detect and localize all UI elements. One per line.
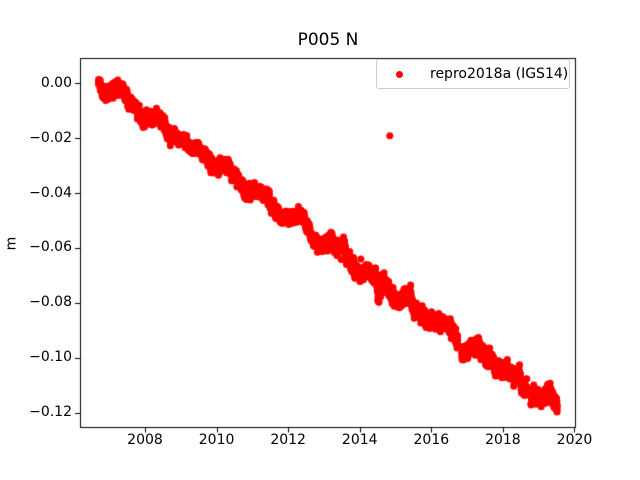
legend: repro2018a (IGS14)	[376, 59, 570, 89]
y-tick-label: −0.04	[29, 184, 72, 201]
legend-marker-icon	[396, 70, 403, 78]
x-tick-label: 2020	[556, 432, 593, 448]
x-tick-label: 2014	[341, 432, 378, 448]
x-tick-label: 2010	[198, 432, 235, 448]
x-tick-label: 2016	[413, 432, 450, 448]
y-tick-label: −0.02	[29, 129, 72, 146]
chart-title: P005 N	[297, 30, 359, 50]
y-tick-label: 0.00	[40, 74, 72, 91]
legend-entry-label: repro2018a (IGS14)	[430, 65, 569, 82]
y-tick-label: −0.10	[29, 349, 72, 366]
x-tick-label: 2018	[485, 432, 521, 448]
y-tick-label: −0.08	[29, 294, 72, 311]
x-tick-label: 2008	[127, 432, 163, 448]
x-tick-label: 2012	[270, 432, 306, 448]
y-tick-label: −0.12	[29, 404, 72, 421]
y-tick-label: −0.06	[29, 239, 72, 256]
